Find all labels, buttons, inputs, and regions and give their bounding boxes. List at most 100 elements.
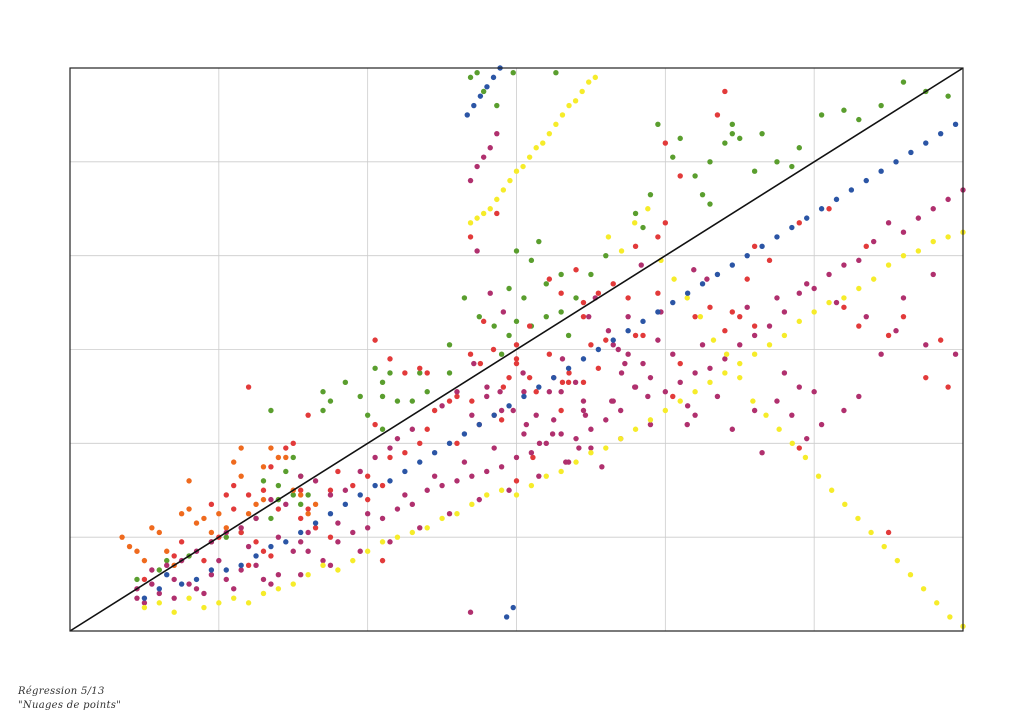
data-point-magenta bbox=[297, 572, 304, 578]
data-point-magenta bbox=[208, 572, 215, 578]
data-point-blue bbox=[156, 586, 162, 592]
data-point-red bbox=[364, 473, 371, 479]
data-point-magenta bbox=[523, 421, 530, 428]
data-point-yellow bbox=[588, 450, 594, 456]
data-point-magenta bbox=[729, 426, 736, 432]
data-point-magenta bbox=[487, 290, 493, 296]
data-point-blue bbox=[387, 478, 393, 484]
data-point-magenta bbox=[216, 557, 222, 564]
data-point-magenta bbox=[559, 356, 566, 362]
data-point-magenta bbox=[670, 351, 676, 357]
data-point-green bbox=[409, 398, 416, 404]
data-point-green bbox=[305, 492, 311, 498]
data-point-magenta bbox=[446, 511, 453, 517]
data-point-yellow bbox=[469, 501, 475, 508]
data-point-yellow bbox=[842, 501, 848, 508]
data-point-magenta bbox=[625, 313, 631, 320]
data-point-magenta bbox=[372, 454, 378, 461]
data-point-magenta bbox=[487, 145, 493, 151]
data-point-green bbox=[290, 492, 296, 498]
data-point-green bbox=[640, 224, 646, 231]
data-point-magenta bbox=[645, 393, 651, 400]
data-point-magenta bbox=[684, 421, 690, 428]
data-point-yellow bbox=[647, 417, 654, 423]
data-point-magenta bbox=[260, 576, 267, 583]
data-point-magenta bbox=[474, 248, 480, 254]
data-point-red bbox=[513, 360, 520, 367]
data-point-red bbox=[268, 553, 274, 559]
data-point-blue bbox=[208, 567, 215, 573]
data-point-magenta bbox=[471, 360, 477, 367]
data-point-magenta bbox=[394, 506, 401, 512]
data-point-blue bbox=[484, 84, 490, 90]
data-point-blue bbox=[491, 412, 497, 418]
data-point-magenta bbox=[506, 487, 512, 493]
data-point-red bbox=[208, 501, 215, 508]
data-point-green bbox=[379, 393, 386, 400]
data-point-blue bbox=[595, 346, 602, 353]
data-point-yellow bbox=[881, 543, 887, 550]
data-point-blue bbox=[471, 102, 477, 109]
data-point-magenta bbox=[655, 337, 661, 343]
data-point-red bbox=[469, 398, 475, 404]
data-point-magenta bbox=[580, 398, 587, 404]
data-point-green bbox=[424, 389, 430, 395]
data-point-magenta bbox=[893, 328, 899, 334]
data-point-blue bbox=[759, 243, 765, 249]
data-point-yellow bbox=[723, 351, 730, 357]
data-point-green bbox=[327, 398, 334, 404]
data-point-green bbox=[553, 69, 559, 76]
data-point-magenta bbox=[500, 309, 507, 315]
data-point-yellow bbox=[216, 600, 222, 606]
data-point-red bbox=[312, 525, 319, 531]
data-point-red bbox=[253, 539, 259, 545]
data-point-green bbox=[565, 332, 572, 339]
data-point-blue bbox=[506, 403, 512, 409]
data-point-yellow bbox=[930, 238, 936, 245]
data-point-red bbox=[737, 313, 743, 320]
data-point-red bbox=[885, 529, 892, 536]
data-point-yellow bbox=[156, 600, 162, 606]
data-point-magenta bbox=[599, 464, 605, 470]
data-point-red bbox=[402, 370, 408, 376]
data-point-yellow bbox=[677, 398, 683, 404]
data-point-green bbox=[558, 309, 564, 315]
data-point-blue bbox=[477, 93, 484, 99]
data-point-green bbox=[707, 159, 713, 165]
data-point-green bbox=[878, 102, 884, 109]
data-point-blue bbox=[804, 215, 810, 221]
data-point-green bbox=[268, 407, 274, 414]
data-point-green bbox=[513, 318, 520, 325]
data-point-red bbox=[722, 328, 728, 334]
data-point-magenta bbox=[141, 600, 148, 606]
data-point-green bbox=[467, 74, 474, 81]
data-point-red bbox=[417, 440, 423, 447]
data-point-yellow bbox=[796, 318, 802, 325]
data-point-red bbox=[513, 356, 520, 362]
data-point-yellow bbox=[500, 187, 507, 193]
data-point-orange bbox=[156, 529, 162, 536]
data-point-red bbox=[424, 426, 430, 432]
data-point-red bbox=[722, 88, 728, 95]
data-point-red bbox=[707, 304, 713, 310]
data-point-red bbox=[900, 313, 907, 320]
data-point-magenta bbox=[498, 464, 505, 470]
caption-title: Régression 5/13 bbox=[18, 686, 105, 697]
data-point-magenta bbox=[193, 586, 200, 592]
data-point-green bbox=[494, 102, 500, 109]
data-point-red bbox=[260, 487, 267, 493]
data-point-yellow bbox=[789, 440, 795, 447]
data-point-green bbox=[476, 313, 482, 320]
data-point-yellow bbox=[245, 600, 252, 606]
data-point-red bbox=[714, 112, 721, 118]
data-point-yellow bbox=[533, 145, 539, 151]
data-point-red bbox=[141, 576, 148, 583]
data-point-magenta bbox=[684, 403, 691, 409]
data-point-blue bbox=[312, 520, 319, 526]
data-point-magenta bbox=[149, 581, 155, 587]
data-point-magenta bbox=[350, 529, 356, 536]
data-point-yellow bbox=[662, 407, 669, 414]
data-point-magenta bbox=[494, 130, 500, 137]
data-point-green bbox=[506, 332, 512, 339]
data-point-magenta bbox=[622, 360, 628, 367]
